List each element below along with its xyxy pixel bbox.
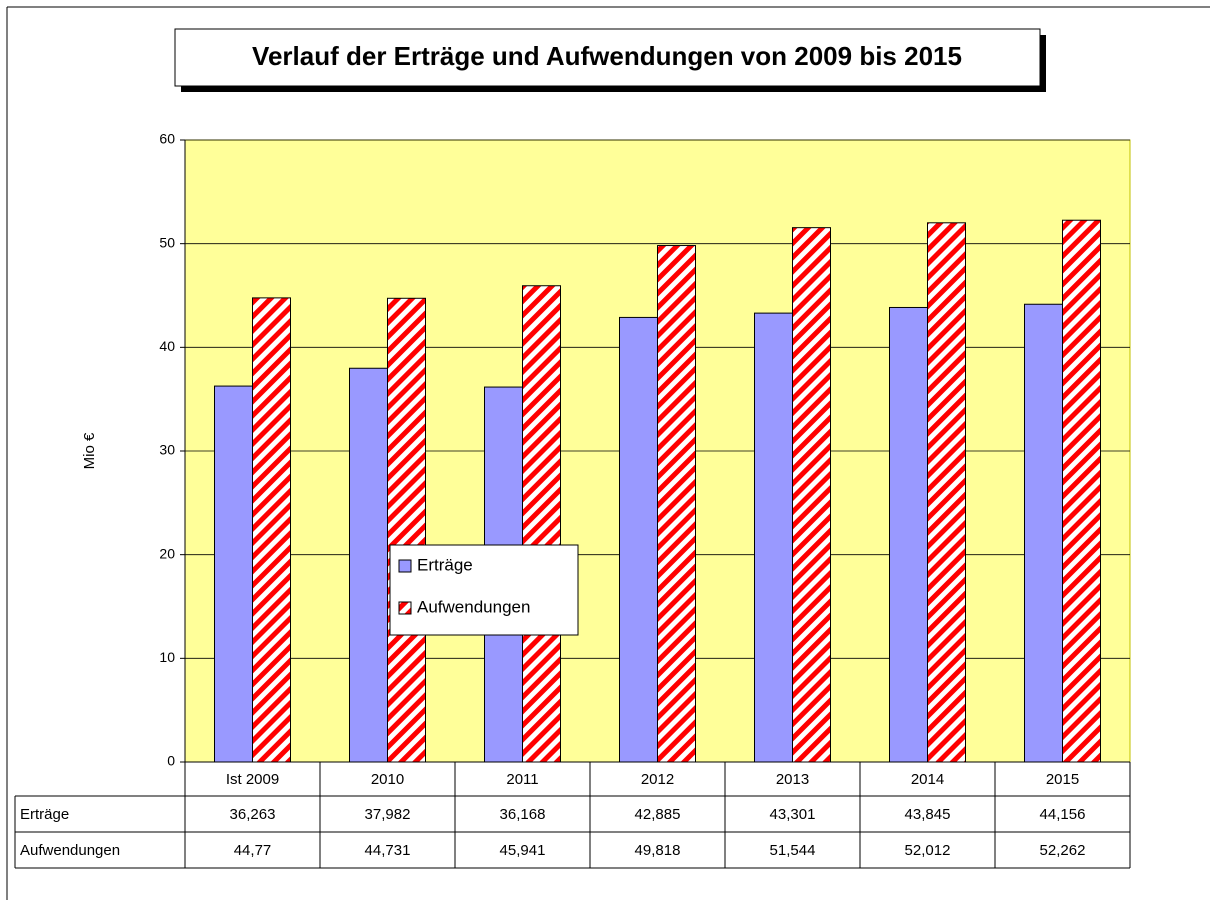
table-value: 52,262 — [1040, 842, 1086, 859]
bar — [657, 245, 696, 763]
table-value: 43,301 — [770, 806, 816, 823]
legend-swatch — [398, 601, 412, 615]
legend-box — [389, 544, 579, 636]
table-value: 36,168 — [500, 806, 546, 823]
x-tick-label: 2013 — [776, 771, 809, 788]
y-tick-label: 10 — [159, 649, 175, 665]
y-tick-label: 30 — [159, 442, 175, 458]
bar — [214, 385, 253, 763]
y-tick-label: 60 — [159, 131, 175, 147]
x-tick-label: 2011 — [506, 771, 538, 788]
x-tick-label: 2015 — [1046, 771, 1079, 788]
bar — [927, 222, 966, 763]
y-axis-label: Mio € — [81, 432, 98, 469]
bar — [889, 306, 928, 763]
table-row-label: Erträge — [20, 806, 69, 823]
y-tick-label: 50 — [159, 234, 175, 250]
bar — [252, 297, 291, 763]
bar — [387, 297, 426, 763]
table-value: 44,77 — [234, 842, 272, 859]
x-tick-label: 2014 — [911, 771, 944, 788]
table-value: 52,012 — [905, 842, 951, 859]
x-tick-label: 2012 — [641, 771, 674, 788]
table-value: 36,263 — [230, 806, 276, 823]
bar — [522, 285, 561, 763]
legend-label: Aufwendungen — [417, 597, 530, 616]
table-value: 45,941 — [500, 842, 546, 859]
x-tick-label: 2010 — [371, 771, 404, 788]
bar — [1024, 303, 1063, 763]
table-value: 44,156 — [1040, 806, 1086, 823]
table-value: 51,544 — [770, 842, 816, 859]
bar — [619, 316, 658, 763]
y-tick-label: 20 — [159, 545, 175, 561]
table-value: 42,885 — [635, 806, 681, 823]
bar — [349, 367, 388, 763]
bar — [754, 312, 793, 763]
chart-title: Verlauf der Erträge und Aufwendungen von… — [252, 41, 962, 71]
x-tick-label: Ist 2009 — [226, 771, 279, 788]
table-value: 44,731 — [365, 842, 411, 859]
bar — [792, 227, 831, 763]
table-value: 49,818 — [635, 842, 681, 859]
y-tick-label: 40 — [159, 338, 175, 354]
bar — [1062, 219, 1101, 763]
table-row-label: Aufwendungen — [20, 842, 120, 859]
title-box — [174, 28, 1041, 87]
legend-swatch — [398, 559, 412, 573]
table-value: 37,982 — [365, 806, 411, 823]
y-tick-label: 0 — [167, 753, 175, 769]
table-value: 43,845 — [905, 806, 951, 823]
legend-label: Erträge — [417, 555, 473, 574]
